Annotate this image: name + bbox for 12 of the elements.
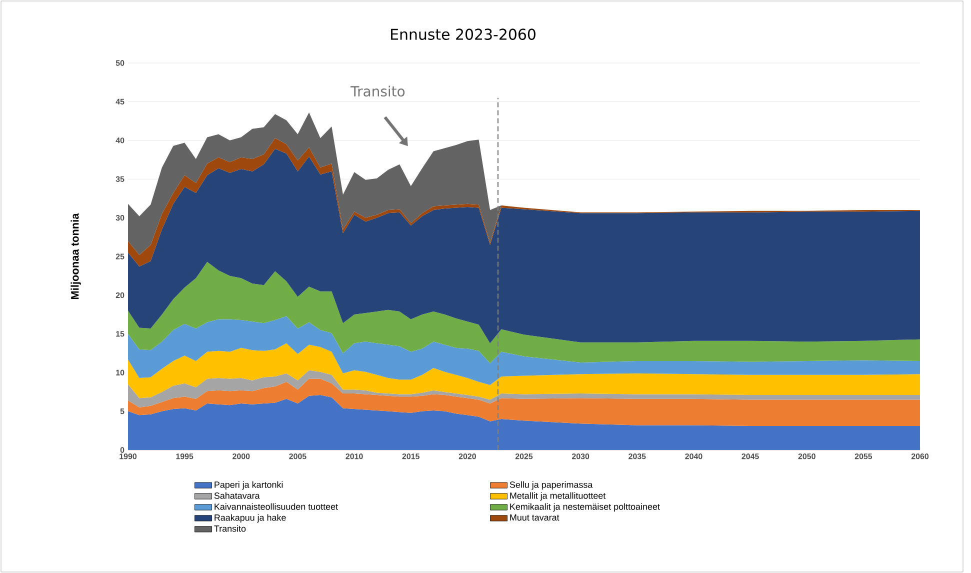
legend-label: Kemikaalit ja nestemäiset polttoaineet <box>510 503 660 512</box>
legend-label: Kaivannaisteollisuuden tuotteet <box>214 503 338 510</box>
legend-label: Metallit ja metallituotteet <box>510 492 606 501</box>
legend-label: Sahatavara <box>214 492 260 499</box>
legend-label: Sellu ja paperimassa <box>510 481 593 490</box>
legend-label: Raakapuu ja hake <box>214 514 286 523</box>
chart-title: Ennuste 2023-2060 <box>391 28 536 40</box>
legend-label: Paperi ja kartonki <box>214 481 283 490</box>
y-axis-title: Miljoonaa tonnia <box>70 213 81 299</box>
annotation: Transito <box>350 86 405 97</box>
legend-label: Muut tavarat <box>510 514 560 521</box>
legend-label: Transito <box>214 525 246 532</box>
